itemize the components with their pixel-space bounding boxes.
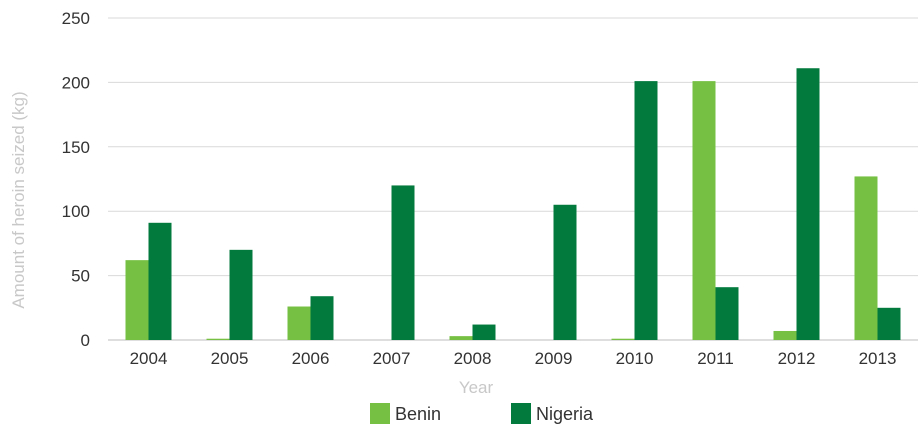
x-axis-ticks: 2004 2005 2006 2007 2008 2009 2010 2011 2012 2013: [130, 349, 897, 368]
bar-benin-2011: [692, 81, 716, 340]
legend-item-benin: Benin: [370, 403, 441, 424]
y-tick-label: 150: [62, 138, 90, 157]
bar-nigeria-2012: [796, 68, 820, 341]
legend-label: Benin: [395, 404, 441, 424]
bar-nigeria-2006: [310, 296, 334, 340]
bar-benin-2005: [206, 338, 230, 340]
bar-nigeria-2013: [877, 307, 901, 340]
x-tick-label: 2012: [778, 349, 816, 368]
x-tick-label: 2004: [130, 349, 168, 368]
bar-benin-2012: [773, 330, 797, 340]
legend-swatch: [511, 403, 531, 424]
y-tick-label: 0: [81, 331, 90, 350]
y-axis-title: Amount of heroin seized (kg): [9, 91, 28, 308]
bar-benin-2006: [287, 306, 311, 340]
y-axis-ticks: 0 50 100 150 200 250: [62, 9, 90, 350]
x-tick-label: 2007: [373, 349, 411, 368]
x-tick-label: 2008: [454, 349, 492, 368]
x-tick-label: 2005: [211, 349, 249, 368]
x-tick-label: 2013: [859, 349, 897, 368]
y-tick-label: 50: [71, 267, 90, 286]
legend: Benin Nigeria: [370, 403, 594, 424]
bar-benin-2004: [125, 260, 149, 340]
legend-label: Nigeria: [536, 404, 594, 424]
bar-benin-2013: [854, 176, 878, 340]
x-tick-label: 2009: [535, 349, 573, 368]
bar-nigeria-2011: [715, 287, 739, 340]
legend-swatch: [370, 403, 390, 424]
bar-benin-2010: [611, 338, 635, 340]
bar-nigeria-2010: [634, 81, 658, 340]
y-tick-label: 200: [62, 73, 90, 92]
x-axis-title: Year: [459, 378, 494, 397]
bar-nigeria-2005: [229, 249, 253, 340]
x-tick-label: 2006: [292, 349, 330, 368]
bar-nigeria-2009: [553, 204, 577, 340]
bar-benin-2008: [449, 336, 473, 340]
legend-item-nigeria: Nigeria: [511, 403, 594, 424]
bar-nigeria-2004: [148, 222, 172, 340]
y-tick-label: 100: [62, 202, 90, 221]
bar-nigeria-2007: [391, 185, 415, 340]
x-tick-label: 2010: [616, 349, 654, 368]
bars: [125, 68, 901, 341]
bar-nigeria-2008: [472, 324, 496, 340]
x-tick-label: 2011: [697, 349, 734, 368]
y-tick-label: 250: [62, 9, 90, 28]
